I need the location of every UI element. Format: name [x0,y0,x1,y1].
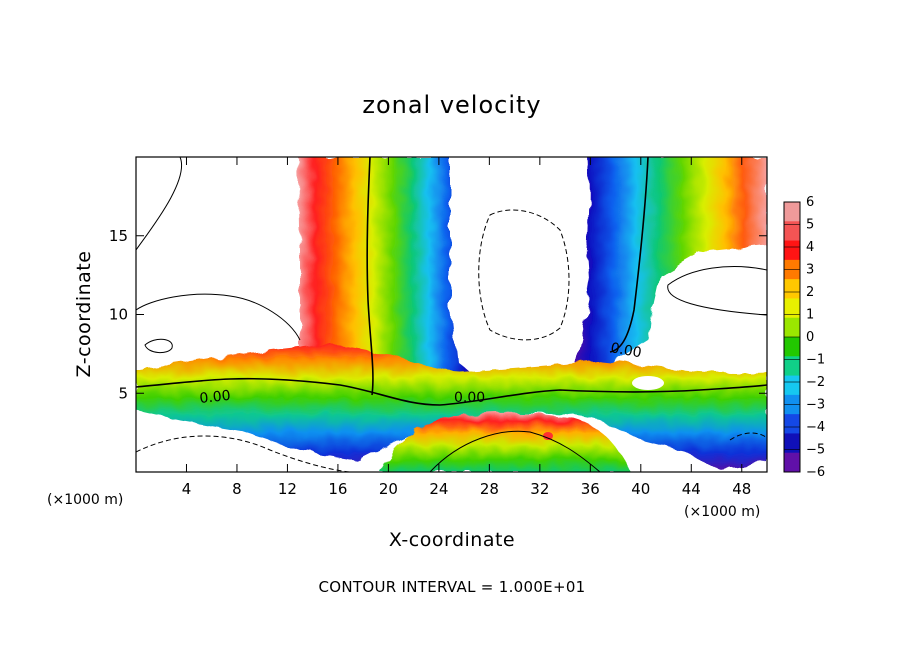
contour-label-mid: 0.00 [454,390,485,406]
y-tick-label: 5 [118,384,128,402]
colorbar-label: 6 [806,195,814,210]
x-tick-label: 4 [182,480,192,498]
colorbar-label: −1 [806,353,825,368]
x-tick-label: 12 [278,480,297,498]
x-tick-label: 16 [328,480,347,498]
colorbar-swatch [784,375,800,396]
contour-zero-jet [366,157,374,396]
colorbar-label: −2 [806,375,825,390]
colorbar-swatch [784,337,800,357]
central-hole [450,157,589,366]
blob-red [543,432,553,440]
x-tick-label: 28 [480,480,499,498]
contour-zero-left [136,377,767,406]
x-tick-label: 36 [581,480,600,498]
colorbar-swatch [784,317,800,338]
x-tick-label: 32 [530,480,549,498]
contour-interval-footer: CONTOUR INTERVAL = 1.000E+01 [318,578,585,596]
x-tick-label: 44 [682,480,701,498]
colorbar-label: −3 [806,398,825,413]
contour-label-left: 0.00 [199,388,232,407]
contour-thin-loop [144,338,173,353]
x-unit-right: (×1000 m) [684,504,760,520]
y-axis-label: Z-coordinate [73,251,95,378]
y-tick-label: 15 [109,227,128,245]
contour-thin-bottom [429,430,601,472]
x-tick-label: 8 [232,480,242,498]
color-field [136,157,767,472]
contour-lines [136,157,767,472]
colorbar-label: 3 [806,263,814,278]
colorbar-label: 4 [806,240,814,255]
x-tick-label: 24 [429,480,448,498]
colorbar-swatch [784,240,800,261]
colorbar-label: −5 [806,443,825,458]
colorbar-label: 0 [806,330,814,345]
colorbar-label: −6 [806,465,825,480]
lower-band [136,345,767,470]
colorbar-swatch [784,202,800,222]
right-jet [575,157,767,370]
contour-label-right: 0.00 [609,340,642,361]
x-tick-label: 48 [732,480,751,498]
contour-thin-tr [667,266,767,316]
colorbar-swatch [784,433,800,454]
x-unit-left: (×1000 m) [47,492,123,508]
x-tick-label: 20 [379,480,398,498]
colorbar-label: 5 [806,218,814,233]
colorbar-swatch [784,356,800,377]
colorbar-label: −4 [806,420,825,435]
contour-dashed-center [478,209,570,341]
colorbar-swatch [784,221,800,242]
contour-dashed-br [729,432,767,441]
x-tick-label: 40 [631,480,650,498]
contour-thin-mid [136,293,301,341]
contour-zero-right [609,157,649,353]
colorbar-swatch [784,414,800,434]
x-axis-ticks: 4 8 12 16 20 24 28 32 36 40 44 48 [182,157,751,498]
chart-title: zonal velocity [362,91,541,119]
left-jet [298,157,475,385]
colorbar: 6 5 4 3 2 1 0 −1 −2 −3 −4 −5 −6 [783,195,825,480]
colorbar-swatch [784,452,800,473]
colorbar-label: 1 [806,308,814,323]
y-tick-label: 10 [109,306,128,324]
y-axis-ticks: 5 10 15 [109,227,767,402]
x-axis-label: X-coordinate [389,529,515,551]
blob-right [632,376,664,390]
colorbar-swatch [784,279,800,299]
contour-dashed-bottom [136,435,351,472]
bottom-warm [380,412,630,472]
colorbar-swatch [784,298,800,319]
contour-thin-topleft [136,157,183,251]
colorbar-label: 2 [806,285,814,300]
